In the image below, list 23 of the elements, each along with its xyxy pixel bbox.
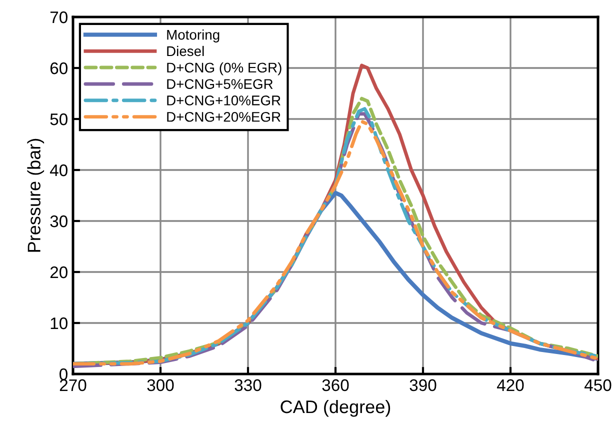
y-axis-title: Pressure (bar) xyxy=(27,138,44,252)
x-axis-title: CAD (degree) xyxy=(280,400,390,417)
x-tick-label: 390 xyxy=(410,379,436,392)
legend-label: Motoring xyxy=(167,30,220,42)
legend-label: D+CNG+20%EGR xyxy=(167,112,280,122)
x-tick-label: 330 xyxy=(234,379,262,392)
y-tick-label: 0 xyxy=(60,368,68,380)
x-tick-label: 420 xyxy=(496,379,524,392)
y-tick-label: 50 xyxy=(50,113,68,126)
x-tick-label: 270 xyxy=(60,379,86,392)
x-tick-label: 450 xyxy=(584,379,612,392)
legend-label: D+CNG (0% EGR) xyxy=(167,62,282,76)
y-tick-label: 60 xyxy=(50,62,68,74)
legend-label: D+CNG+10%EGR xyxy=(167,96,280,106)
y-tick-label: 20 xyxy=(50,266,68,278)
y-tick-label: 70 xyxy=(50,11,68,24)
y-tick-label: 30 xyxy=(50,215,68,228)
y-tick-label: 40 xyxy=(50,164,68,176)
x-tick-label: 300 xyxy=(147,379,174,392)
legend-label: D+CNG+5%EGR xyxy=(167,79,273,89)
x-tick-label: 360 xyxy=(322,379,349,392)
legend-label: Diesel xyxy=(167,46,204,56)
y-tick-label: 10 xyxy=(50,317,68,330)
